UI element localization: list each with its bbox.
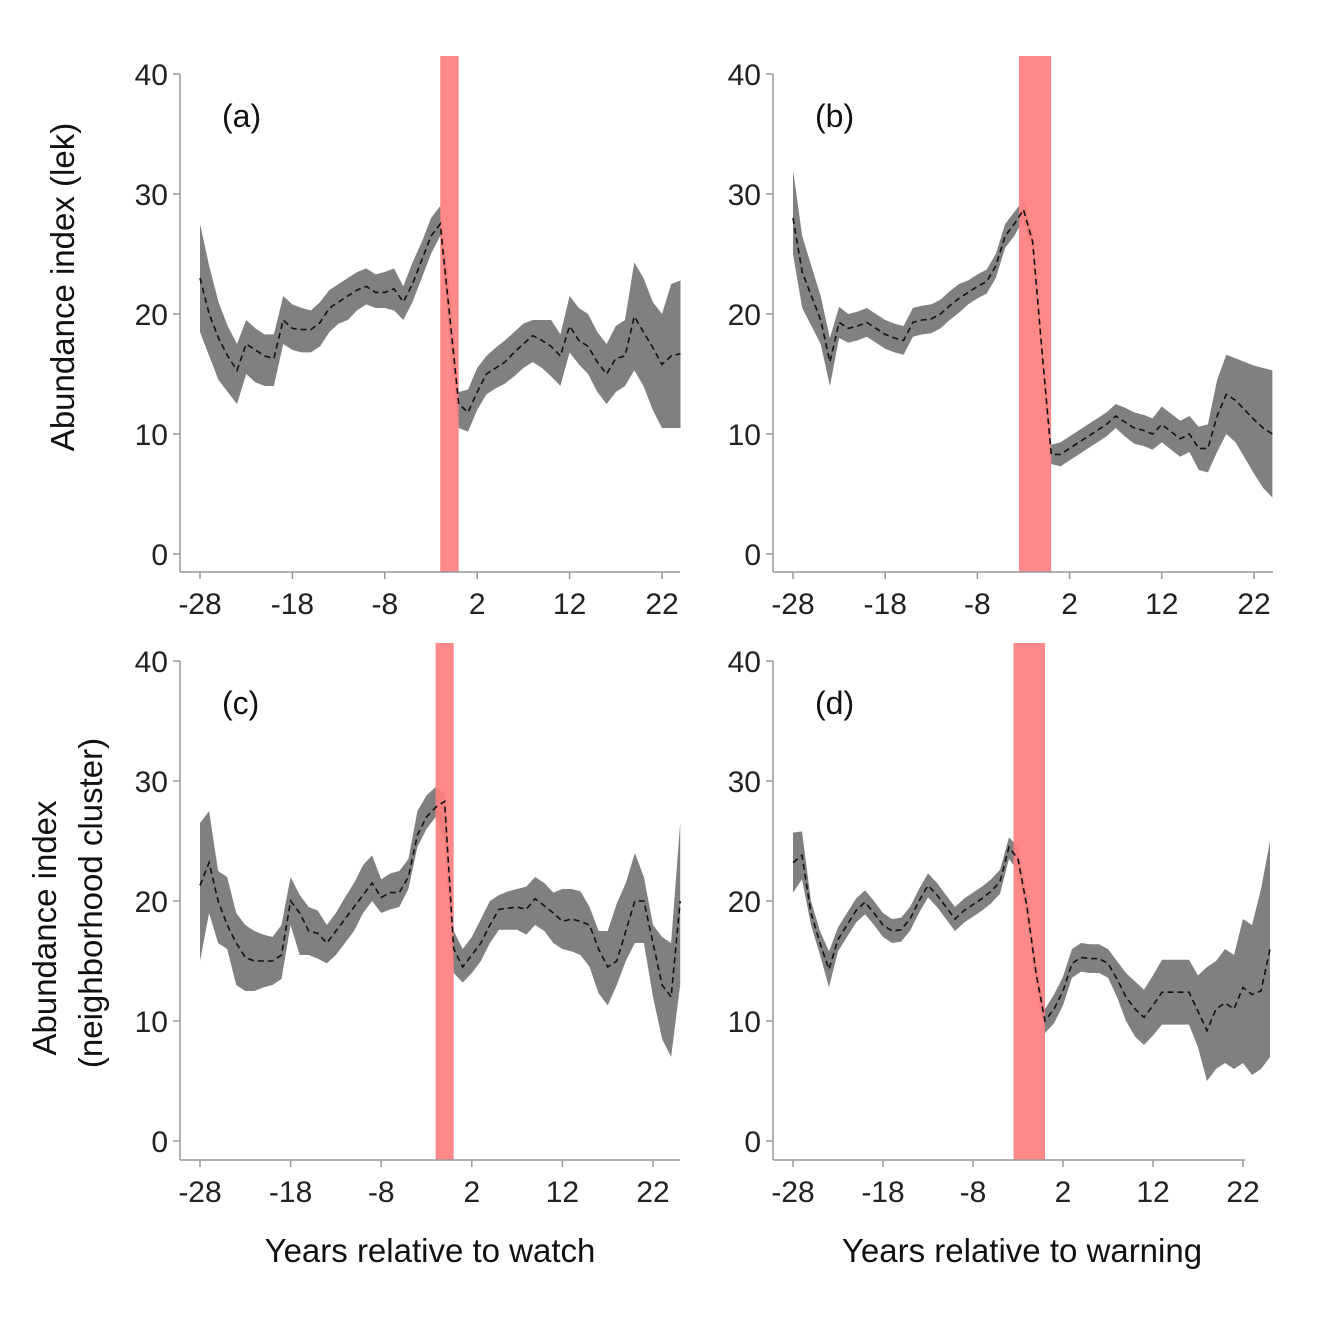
x-tick-label: -28 [771,1176,814,1209]
x-tick-label: 12 [1136,1176,1169,1209]
mean-line [792,207,1273,456]
y-tick-label: 0 [151,539,168,572]
y-tick-label: 20 [728,886,761,919]
y-tick-label: 20 [135,299,168,332]
y-axis-label-top: Abundance index (lek) [44,123,81,451]
y-tick-label: 10 [135,419,168,452]
x-tick-label: 2 [1055,1176,1072,1209]
panel-label: (d) [815,685,854,721]
x-tick-label: 2 [469,588,486,621]
x-tick-label: -28 [178,588,221,621]
mean-line [199,221,681,414]
y-tick-label: 0 [151,1126,168,1159]
y-tick-label: 40 [135,59,168,92]
x-axis-label-left: Years relative to watch [265,1232,596,1269]
y-axis-label-bottom-line2: (neighborhood cluster) [72,738,109,1068]
x-tick-label: -18 [271,588,314,621]
panel-c: 0 10 20 30 40 -28 -18 -8 2 12 22 (c) [135,643,681,1209]
x-tick-label: -8 [960,1176,987,1209]
confidence-band [200,206,681,432]
y-tick-label: 10 [728,419,761,452]
y-axis-label-bottom-line1: Abundance index [26,800,63,1056]
x-tick-label: -28 [771,588,814,621]
y-tick-label: 30 [728,766,761,799]
x-tick-label: 22 [645,588,678,621]
panel-d: 0 10 20 30 40 -28 -18 -8 2 12 22 (d) [728,643,1271,1209]
x-tick-label: 22 [1237,588,1270,621]
x-tick-label: -8 [368,1176,395,1209]
mean-line [792,845,1271,1033]
panel-label: (a) [222,98,261,134]
x-tick-label: 12 [546,1176,579,1209]
x-tick-label: 2 [1061,588,1078,621]
y-tick-label: 10 [728,1006,761,1039]
y-tick-label: 20 [135,886,168,919]
y-tick-label: 40 [728,646,761,679]
x-tick-label: -18 [864,588,907,621]
y-tick-label: 30 [728,179,761,212]
confidence-band [793,831,1270,1081]
x-tick-label: 12 [1145,588,1178,621]
x-tick-label: 22 [1226,1176,1259,1209]
y-tick-label: 10 [135,1006,168,1039]
y-tick-label: 20 [728,299,761,332]
y-tick-label: 30 [135,179,168,212]
mean-line [199,799,681,1000]
panel-label: (b) [815,98,854,134]
y-tick-label: 0 [744,539,761,572]
highlight-span [1018,56,1052,572]
y-tick-label: 0 [744,1126,761,1159]
highlight-span [1013,643,1045,1160]
y-tick-label: 40 [135,646,168,679]
x-tick-label: 2 [463,1176,480,1209]
x-tick-label: -18 [269,1176,312,1209]
x-tick-label: -28 [178,1176,221,1209]
x-tick-label: 12 [553,588,586,621]
y-tick-label: 30 [135,766,168,799]
y-tick-label: 40 [728,59,761,92]
panel-b: 0 10 20 30 40 -28 -18 -8 2 12 22 (b) [728,56,1273,621]
x-tick-label: -18 [861,1176,904,1209]
x-axis-label-right: Years relative to warning [842,1232,1202,1269]
highlight-span [435,643,454,1160]
x-tick-label: 22 [636,1176,669,1209]
panel-a: 0 10 20 30 40 -28 -18 -8 2 12 22 (a) [135,56,681,621]
x-tick-label: -8 [964,588,991,621]
panel-label: (c) [222,685,259,721]
x-tick-label: -8 [371,588,398,621]
